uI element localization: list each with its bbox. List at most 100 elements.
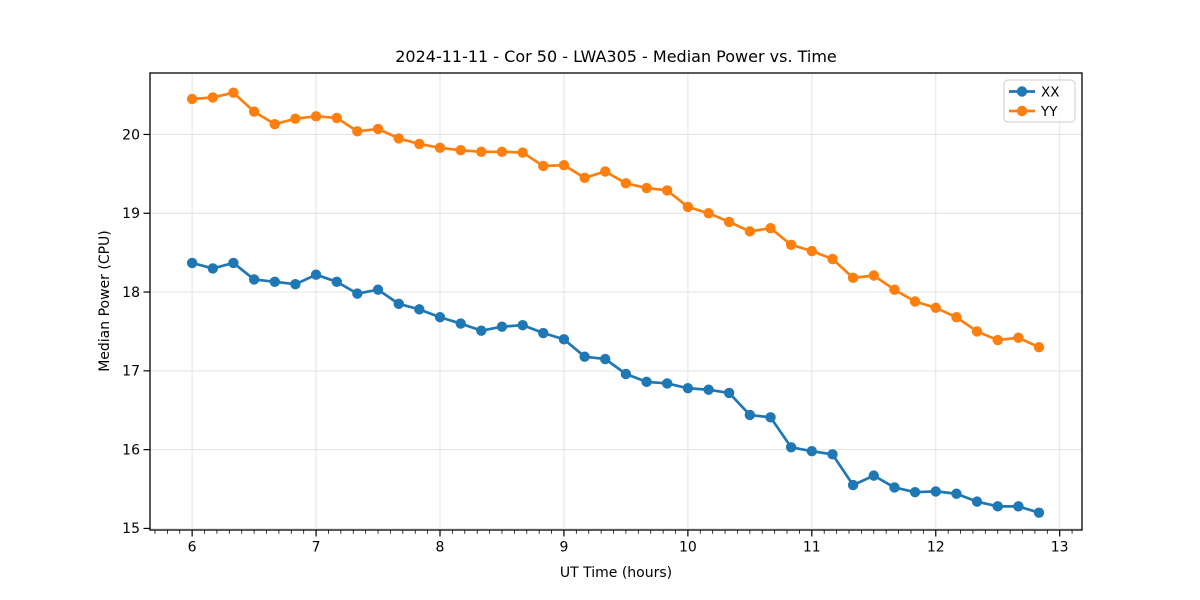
chart-title: 2024-11-11 - Cor 50 - LWA305 - Median Po… <box>395 47 837 66</box>
data-point-XX <box>517 319 528 331</box>
y-tick-label: 16 <box>122 442 140 458</box>
data-point-YY <box>186 93 198 105</box>
data-point-YY <box>1033 342 1045 353</box>
data-point-XX <box>248 274 260 285</box>
data-point-YY <box>310 111 322 122</box>
data-point-XX <box>723 387 735 399</box>
data-point-XX <box>889 482 900 493</box>
data-point-XX <box>290 278 301 290</box>
data-point-YY <box>600 166 611 177</box>
data-point-XX <box>909 486 921 498</box>
data-point-XX <box>228 257 239 269</box>
plot-frame <box>149 72 1083 531</box>
data-point-YY <box>682 201 694 213</box>
series-layer <box>186 87 1045 518</box>
data-point-XX <box>310 269 322 280</box>
data-point-YY <box>620 178 632 189</box>
data-point-XX <box>600 353 611 365</box>
data-point-XX <box>868 470 879 481</box>
data-point-YY <box>1013 332 1024 343</box>
data-point-YY <box>207 92 219 103</box>
data-point-XX <box>352 288 363 299</box>
y-axis-label: Median Power (CPU) <box>97 230 113 372</box>
data-point-YY <box>785 239 797 250</box>
data-point-YY <box>393 133 404 144</box>
data-point-XX <box>682 382 694 394</box>
legend-box <box>1003 79 1076 123</box>
legend-label-YY: YY <box>1040 104 1058 120</box>
y-tick-label: 19 <box>122 206 140 222</box>
data-point-XX <box>414 304 425 315</box>
data-point-YY <box>434 142 446 154</box>
data-point-XX <box>971 496 983 507</box>
data-point-YY <box>703 208 714 219</box>
x-tick-label: 10 <box>679 540 697 556</box>
data-point-XX <box>1013 501 1024 512</box>
data-point-YY <box>290 113 301 124</box>
data-point-YY <box>455 145 466 156</box>
data-point-YY <box>269 119 281 130</box>
data-point-XX <box>558 334 570 345</box>
data-point-XX <box>703 384 714 395</box>
y-tick-label: 15 <box>122 521 140 537</box>
data-point-XX <box>661 378 673 389</box>
data-point-YY <box>641 182 652 194</box>
x-tick-label: 6 <box>188 540 197 556</box>
tick-layer: 6 7 8 9 10 11 12 13 15 16 17 18 19 20 <box>122 127 1073 556</box>
legend-marker-YY <box>1016 105 1028 117</box>
data-point-YY <box>496 146 508 157</box>
data-point-YY <box>868 270 879 281</box>
data-point-YY <box>971 326 983 337</box>
y-tick-label: 18 <box>122 285 140 301</box>
data-point-YY <box>248 106 260 117</box>
data-point-XX <box>269 276 281 288</box>
data-point-XX <box>579 351 590 362</box>
data-point-XX <box>620 368 632 380</box>
data-point-XX <box>744 409 756 421</box>
data-point-YY <box>827 253 838 265</box>
data-point-XX <box>331 276 342 288</box>
data-point-XX <box>186 257 198 269</box>
data-point-XX <box>393 298 404 310</box>
data-point-XX <box>372 284 384 295</box>
data-point-YY <box>765 223 776 234</box>
data-point-YY <box>806 245 818 257</box>
x-tick-label: 9 <box>559 540 568 556</box>
data-point-YY <box>538 160 549 172</box>
data-point-YY <box>847 272 859 284</box>
data-point-XX <box>641 376 652 388</box>
y-tick-label: 20 <box>122 127 140 143</box>
data-point-YY <box>889 284 900 295</box>
data-point-XX <box>1033 507 1045 518</box>
data-point-XX <box>806 446 818 457</box>
data-point-YY <box>744 226 756 237</box>
data-point-XX <box>455 318 466 329</box>
data-point-YY <box>517 147 528 158</box>
data-point-YY <box>951 312 962 323</box>
data-point-YY <box>352 126 363 137</box>
data-point-XX <box>476 325 487 336</box>
data-point-YY <box>579 172 590 183</box>
data-point-XX <box>785 442 797 453</box>
data-point-YY <box>331 112 342 124</box>
data-point-XX <box>434 312 446 323</box>
x-tick-label: 11 <box>803 540 821 556</box>
data-point-YY <box>372 123 384 135</box>
legend: XX YY <box>1003 79 1076 123</box>
data-point-YY <box>661 185 673 196</box>
data-point-YY <box>228 87 239 98</box>
data-point-XX <box>827 449 838 460</box>
y-tick-label: 17 <box>122 364 140 380</box>
legend-marker-XX <box>1016 86 1028 97</box>
data-point-XX <box>496 321 508 332</box>
x-axis-label: UT Time (hours) <box>560 565 672 581</box>
data-point-XX <box>765 412 776 423</box>
data-point-XX <box>992 501 1003 512</box>
data-point-XX <box>538 327 549 339</box>
data-point-YY <box>414 138 425 150</box>
data-point-XX <box>847 479 859 491</box>
data-point-XX <box>930 486 941 497</box>
x-tick-label: 8 <box>436 540 445 556</box>
